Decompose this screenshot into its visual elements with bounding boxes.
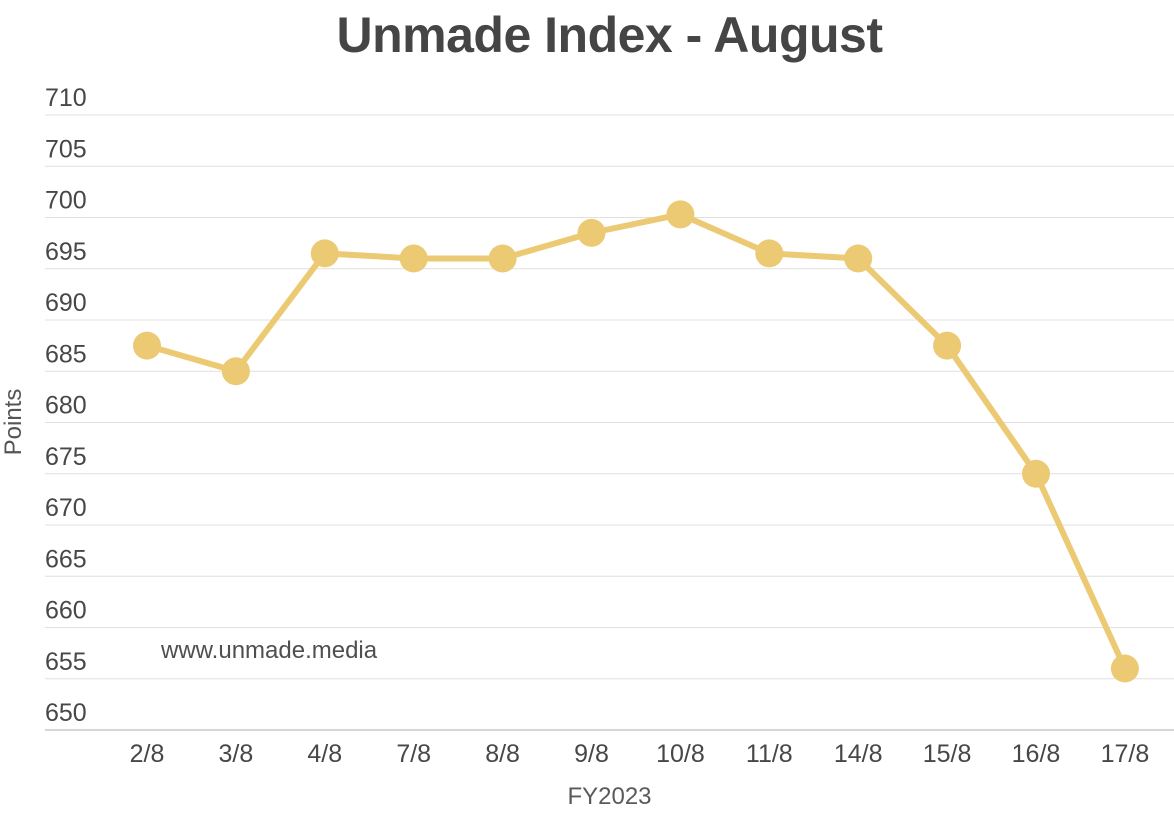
x-tick-label: 2/8 xyxy=(130,740,165,768)
data-point-17/8 xyxy=(1110,654,1139,683)
watermark-text: www.unmade.media xyxy=(161,637,378,664)
x-tick-label: 14/8 xyxy=(834,740,883,768)
data-point-9/8 xyxy=(577,218,606,247)
data-point-3/8 xyxy=(221,357,250,386)
y-tick-label: 695 xyxy=(45,238,87,266)
x-tick-label: 17/8 xyxy=(1101,740,1150,768)
y-tick-label: 685 xyxy=(45,340,87,368)
y-tick-label: 700 xyxy=(45,187,87,215)
x-tick-label: 7/8 xyxy=(396,740,431,768)
y-tick-label: 670 xyxy=(45,494,87,522)
x-tick-label: 8/8 xyxy=(485,740,520,768)
y-tick-label: 705 xyxy=(45,135,87,163)
x-tick-label: 10/8 xyxy=(656,740,705,768)
y-tick-label: 660 xyxy=(45,597,87,625)
x-tick-label: 11/8 xyxy=(746,740,793,768)
data-point-16/8 xyxy=(1022,459,1050,488)
data-point-8/8 xyxy=(488,244,517,273)
data-point-15/8 xyxy=(933,331,962,360)
data-point-7/8 xyxy=(399,244,428,273)
chart-title: Unmade Index - August xyxy=(336,7,883,63)
data-point-11/8 xyxy=(755,239,784,268)
x-tick-label: 16/8 xyxy=(1012,740,1061,768)
y-tick-label: 680 xyxy=(45,392,87,420)
y-tick-label: 675 xyxy=(45,443,87,471)
y-tick-label: 655 xyxy=(45,648,87,676)
y-tick-label: 710 xyxy=(45,84,87,112)
x-tick-label: 15/8 xyxy=(923,740,972,768)
y-tick-label: 650 xyxy=(45,699,87,727)
data-point-2/8 xyxy=(133,331,161,360)
x-axis-title: FY2023 xyxy=(567,783,652,810)
x-tick-label: 9/8 xyxy=(574,740,609,768)
series-line xyxy=(144,211,1128,672)
y-axis-title: Points xyxy=(0,388,27,456)
y-tick-label: 665 xyxy=(45,545,87,573)
data-point-4/8 xyxy=(310,239,339,268)
data-point-10/8 xyxy=(666,200,695,229)
data-point-14/8 xyxy=(844,244,873,273)
y-tick-label: 690 xyxy=(45,289,87,317)
x-tick-label: 3/8 xyxy=(219,740,254,768)
x-tick-label: 4/8 xyxy=(307,740,342,768)
